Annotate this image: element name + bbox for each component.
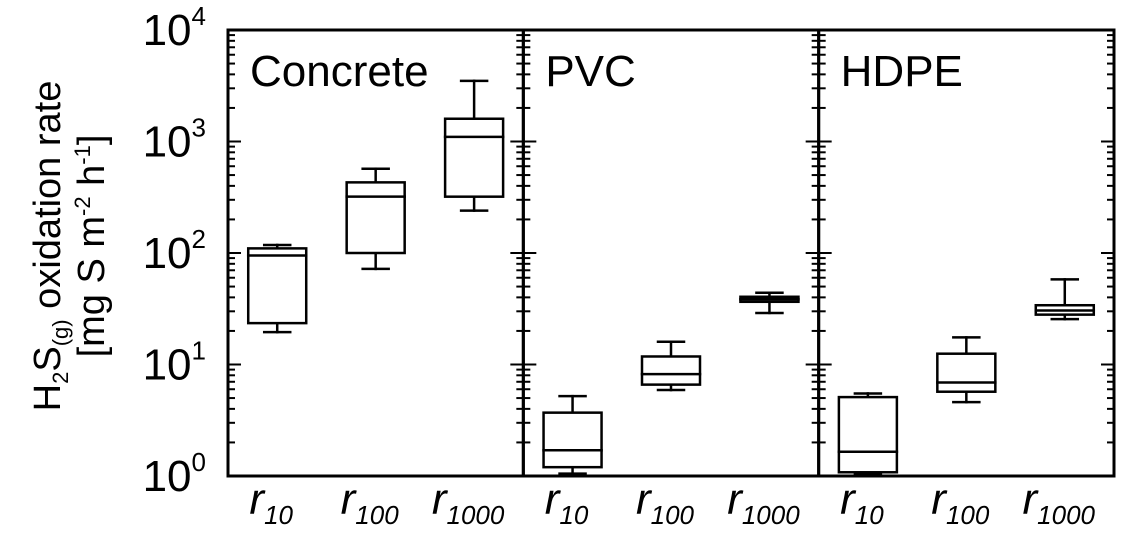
y-tick-label-0: 100 [143, 447, 206, 501]
y-axis-label-line1: H2S(g) oxidation rate [27, 81, 73, 412]
y-tick-label-2: 102 [143, 224, 206, 278]
panel-frame-hdpe [817, 28, 1116, 478]
y-tick-label-4: 104 [143, 1, 206, 55]
panel-title-concrete: Concrete [250, 47, 429, 96]
box-hdpe-r10 [837, 395, 899, 474]
box-concrete-r10 [246, 247, 308, 325]
y-tick-label-3: 103 [143, 113, 206, 167]
y-axis-label-line2: [mg S m-2 h-1] [70, 135, 113, 358]
x-tick-label-hdpe-r100: r100 [931, 475, 990, 530]
panel-frame-pvc [521, 28, 821, 478]
box-pvc-r10 [542, 411, 603, 469]
box-concrete-r1000 [443, 117, 505, 198]
x-tick-label-hdpe-r10: r10 [840, 475, 884, 530]
panel-title-hdpe: HDPE [841, 47, 963, 96]
x-tick-label-concrete-r100: r100 [341, 475, 400, 530]
x-tick-label-pvc-r100: r100 [636, 475, 695, 530]
y-axis-label: H2S(g) oxidation rate [mg S m-2 h-1] [27, 81, 113, 412]
x-tick-label-hdpe-r1000: r1000 [1023, 475, 1096, 530]
box-pvc-r100 [640, 355, 702, 386]
x-tick-label-pvc-r10: r10 [545, 475, 589, 530]
x-tick-label-pvc-r1000: r1000 [727, 475, 800, 530]
panel-title-pvc: PVC [545, 47, 635, 96]
y-tick-label-1: 101 [143, 336, 206, 390]
box-hdpe-r100 [936, 352, 997, 393]
x-tick-label-concrete-r10: r10 [249, 475, 293, 530]
box-concrete-r100 [345, 181, 406, 255]
x-tick-label-concrete-r1000: r1000 [432, 475, 505, 530]
